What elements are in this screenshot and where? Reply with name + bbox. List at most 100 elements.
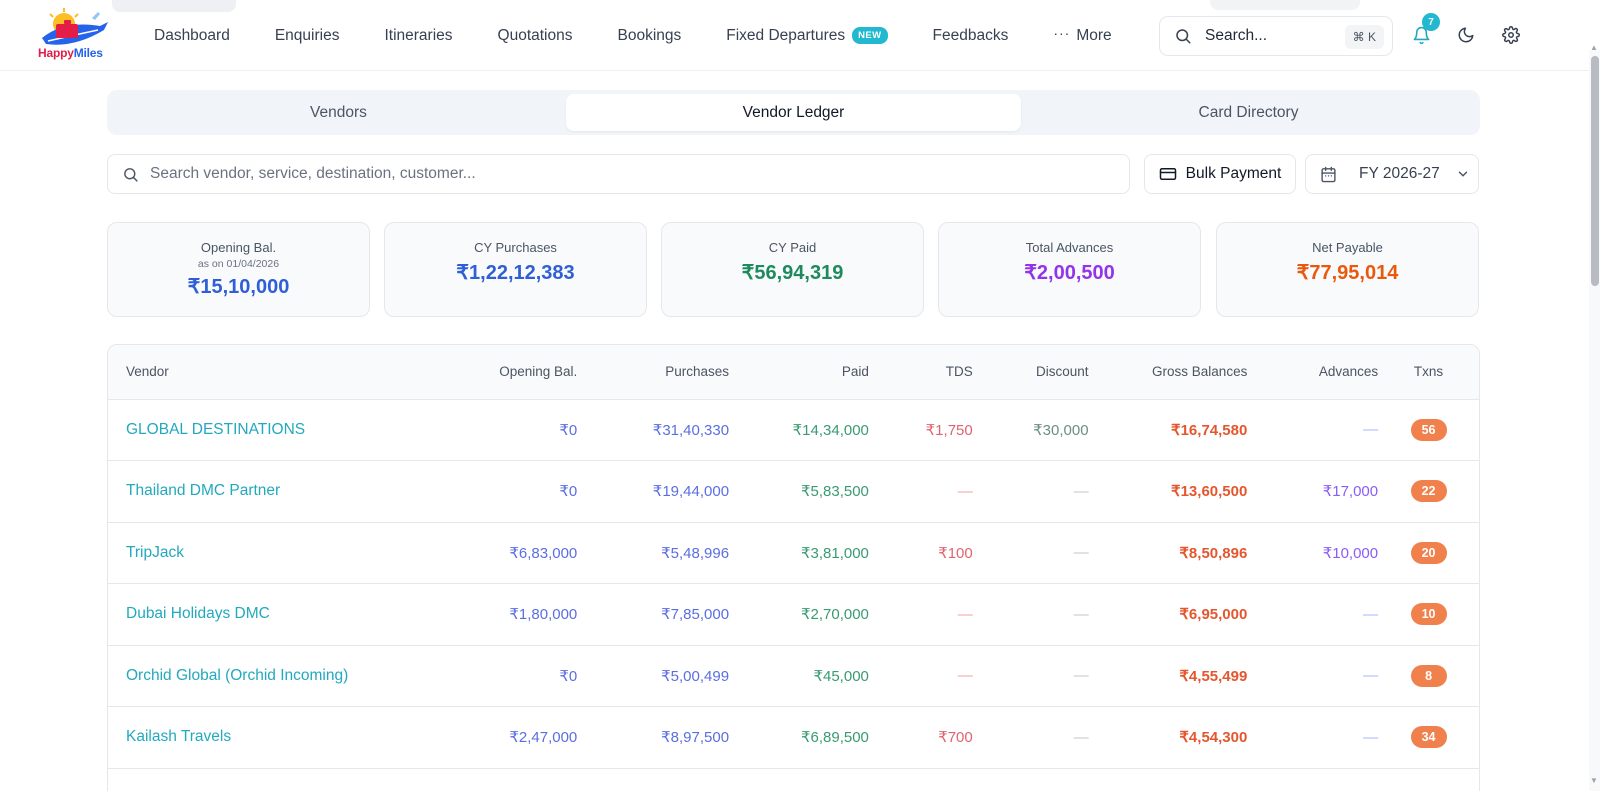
- col-header-gross[interactable]: Gross Balances: [1088, 345, 1248, 400]
- card-label: Net Payable: [1312, 240, 1383, 255]
- cell-gross-balance: ₹8,50,896: [1179, 544, 1248, 562]
- col-header-paid[interactable]: Paid: [729, 345, 869, 400]
- main-nav: Dashboard Enquiries Itineraries Quotatio…: [154, 0, 1157, 71]
- cell-paid: ₹14,34,000: [792, 421, 869, 439]
- ledger-tabs: Vendors Vendor Ledger Card Directory: [107, 90, 1480, 135]
- cell-gross-balance: ₹6,95,000: [1179, 606, 1248, 624]
- table-row[interactable]: Orchid Global (Orchid Incoming) ₹0 ₹5,00,4…: [108, 645, 1479, 707]
- vendor-search-input[interactable]: [150, 165, 1050, 183]
- table-row[interactable]: Thailand DMC Partner ₹0 ₹19,44,000 ₹5,83,50…: [108, 461, 1479, 523]
- cell-gross-balance: ₹13,60,500: [1171, 483, 1248, 501]
- calendar-icon: [1321, 166, 1336, 182]
- txn-count-badge[interactable]: 8: [1410, 664, 1447, 687]
- cell-vendor-link[interactable]: Thailand DMC Partner: [126, 482, 281, 500]
- net-payable-card: Net Payable ₹77,95,014: [1216, 222, 1479, 317]
- gear-icon[interactable]: [1500, 24, 1522, 46]
- cell-txns: 20: [1378, 522, 1479, 584]
- cell-discount: —: [1073, 544, 1089, 562]
- moon-icon[interactable]: [1455, 24, 1477, 46]
- bulk-payment-button[interactable]: Bulk Payment: [1144, 154, 1296, 194]
- header-placeholder: [112, 0, 236, 12]
- table-row[interactable]: TripJack ₹6,83,000 ₹5,48,996 ₹3,81,000 ₹100 —…: [108, 522, 1479, 584]
- card-label: CY Paid: [768, 240, 817, 255]
- card-value: ₹77,95,014: [1296, 262, 1399, 284]
- cell-vendor-link[interactable]: Dubai Holidays DMC: [126, 605, 270, 623]
- cell-vendor-link[interactable]: Orchid Global (Orchid Incoming): [126, 666, 349, 684]
- nav-enquiries[interactable]: Enquiries: [274, 26, 340, 44]
- card-value: ₹2,00,500: [1024, 262, 1115, 284]
- bell-icon[interactable]: [1410, 24, 1432, 46]
- col-header-discount[interactable]: Discount: [972, 345, 1089, 400]
- col-header-vendor[interactable]: Vendor: [108, 345, 408, 400]
- cell-advances: —: [1363, 728, 1379, 746]
- tab-vendor-ledger[interactable]: Vendor Ledger: [566, 94, 1021, 131]
- txn-count-badge[interactable]: 34: [1410, 726, 1447, 749]
- global-search-placeholder: Search...: [1205, 27, 1268, 44]
- search-shortcut: ⌘ K: [1344, 25, 1384, 49]
- nav-more[interactable]: ··· More: [1053, 24, 1112, 44]
- cell-opening: ₹2,47,000: [509, 729, 578, 747]
- cell-vendor-link[interactable]: GLOBAL DESTINATIONS: [126, 420, 306, 438]
- tab-vendors[interactable]: Vendors: [310, 103, 367, 121]
- card-label: Total Advances: [1025, 240, 1114, 255]
- nav-fixed-departures[interactable]: Fixed Departures NEW: [726, 27, 888, 45]
- nav-itineraries[interactable]: Itineraries: [384, 26, 453, 44]
- col-header-tds[interactable]: TDS: [868, 345, 973, 400]
- nav-dashboard[interactable]: Dashboard: [154, 26, 230, 44]
- cell-advances: ₹17,000: [1322, 483, 1379, 501]
- cell-vendor-link[interactable]: Kailash Travels: [126, 728, 232, 746]
- cell-purchases: ₹8,97,500: [661, 729, 730, 747]
- cell-tds: ₹100: [938, 544, 973, 562]
- cell-discount: —: [1073, 667, 1089, 685]
- fiscal-year-select[interactable]: FY 2026-27: [1305, 154, 1479, 194]
- scroll-down-arrow-icon[interactable]: ▼: [1590, 776, 1598, 785]
- nav-quotations[interactable]: Quotations: [497, 26, 573, 44]
- col-header-advances[interactable]: Advances: [1247, 345, 1379, 400]
- tab-card-directory[interactable]: Card Directory: [1198, 103, 1299, 121]
- table-row[interactable]: GLOBAL DESTINATIONS ₹0 ₹31,40,330 ₹14,34,00…: [108, 399, 1479, 461]
- cy-paid-card: CY Paid ₹56,94,319: [661, 222, 924, 317]
- header-placeholder-right: [1210, 0, 1360, 10]
- cell-opening: ₹1,80,000: [509, 606, 578, 624]
- scrollbar-thumb[interactable]: [1591, 56, 1599, 286]
- page-scrollbar[interactable]: [1589, 50, 1600, 791]
- card-sublabel: as on 01/04/2026: [197, 258, 280, 270]
- card-value: ₹56,94,319: [741, 262, 844, 284]
- cell-paid: ₹3,81,000: [800, 544, 869, 562]
- col-header-purchases[interactable]: Purchases: [577, 345, 730, 400]
- txn-count-badge[interactable]: 10: [1410, 603, 1447, 626]
- cell-gross-balance: ₹16,74,580: [1171, 421, 1248, 439]
- cell-purchases: ₹31,40,330: [652, 421, 730, 439]
- txn-count-badge[interactable]: 22: [1410, 480, 1447, 503]
- scroll-up-arrow-icon[interactable]: ▲: [1590, 43, 1598, 52]
- txn-count-badge[interactable]: 56: [1410, 418, 1447, 441]
- cell-tds: ₹700: [938, 729, 973, 747]
- notification-badge: 7: [1422, 13, 1440, 31]
- cell-txns: 56: [1378, 399, 1479, 461]
- card-label: CY Purchases: [474, 240, 557, 255]
- cell-txns: 22: [1378, 461, 1479, 523]
- global-search[interactable]: Search... ⌘ K: [1159, 16, 1393, 56]
- cell-advances: ₹10,000: [1322, 544, 1379, 562]
- table-row[interactable]: Dubai Holidays DMC ₹1,80,000 ₹7,85,000 ₹2,7…: [108, 584, 1479, 645]
- cell-advances: —: [1363, 667, 1379, 685]
- col-header-txns[interactable]: Txns: [1378, 345, 1479, 400]
- cell-paid: ₹2,70,000: [800, 606, 869, 624]
- search-icon: [1176, 29, 1191, 44]
- table-row[interactable]: Kailash Travels ₹2,47,000 ₹8,97,500 ₹6,89,5…: [108, 707, 1479, 769]
- cell-tds: ₹1,750: [925, 421, 973, 439]
- cell-discount: ₹30,000: [1033, 421, 1089, 439]
- txn-count-badge[interactable]: 20: [1410, 541, 1447, 564]
- col-header-opening[interactable]: Opening Bal.: [407, 345, 578, 400]
- bulk-payment-label: Bulk Payment: [1185, 165, 1282, 182]
- cell-txns: 34: [1378, 707, 1479, 769]
- cy-purchases-card: CY Purchases ₹1,22,12,383: [384, 222, 647, 317]
- cell-vendor-link[interactable]: TripJack: [126, 543, 184, 561]
- cell-opening: ₹6,83,000: [509, 544, 578, 562]
- vendor-ledger-table: Vendor Opening Bal. Purchases Paid TDS D…: [107, 344, 1480, 791]
- search-icon: [124, 167, 138, 182]
- happymiles-logo[interactable]: [34, 8, 114, 64]
- nav-bookings[interactable]: Bookings: [617, 26, 682, 44]
- table-header-row: Vendor Opening Bal. Purchases Paid TDS D…: [108, 345, 1479, 400]
- nav-feedbacks[interactable]: Feedbacks: [932, 26, 1009, 44]
